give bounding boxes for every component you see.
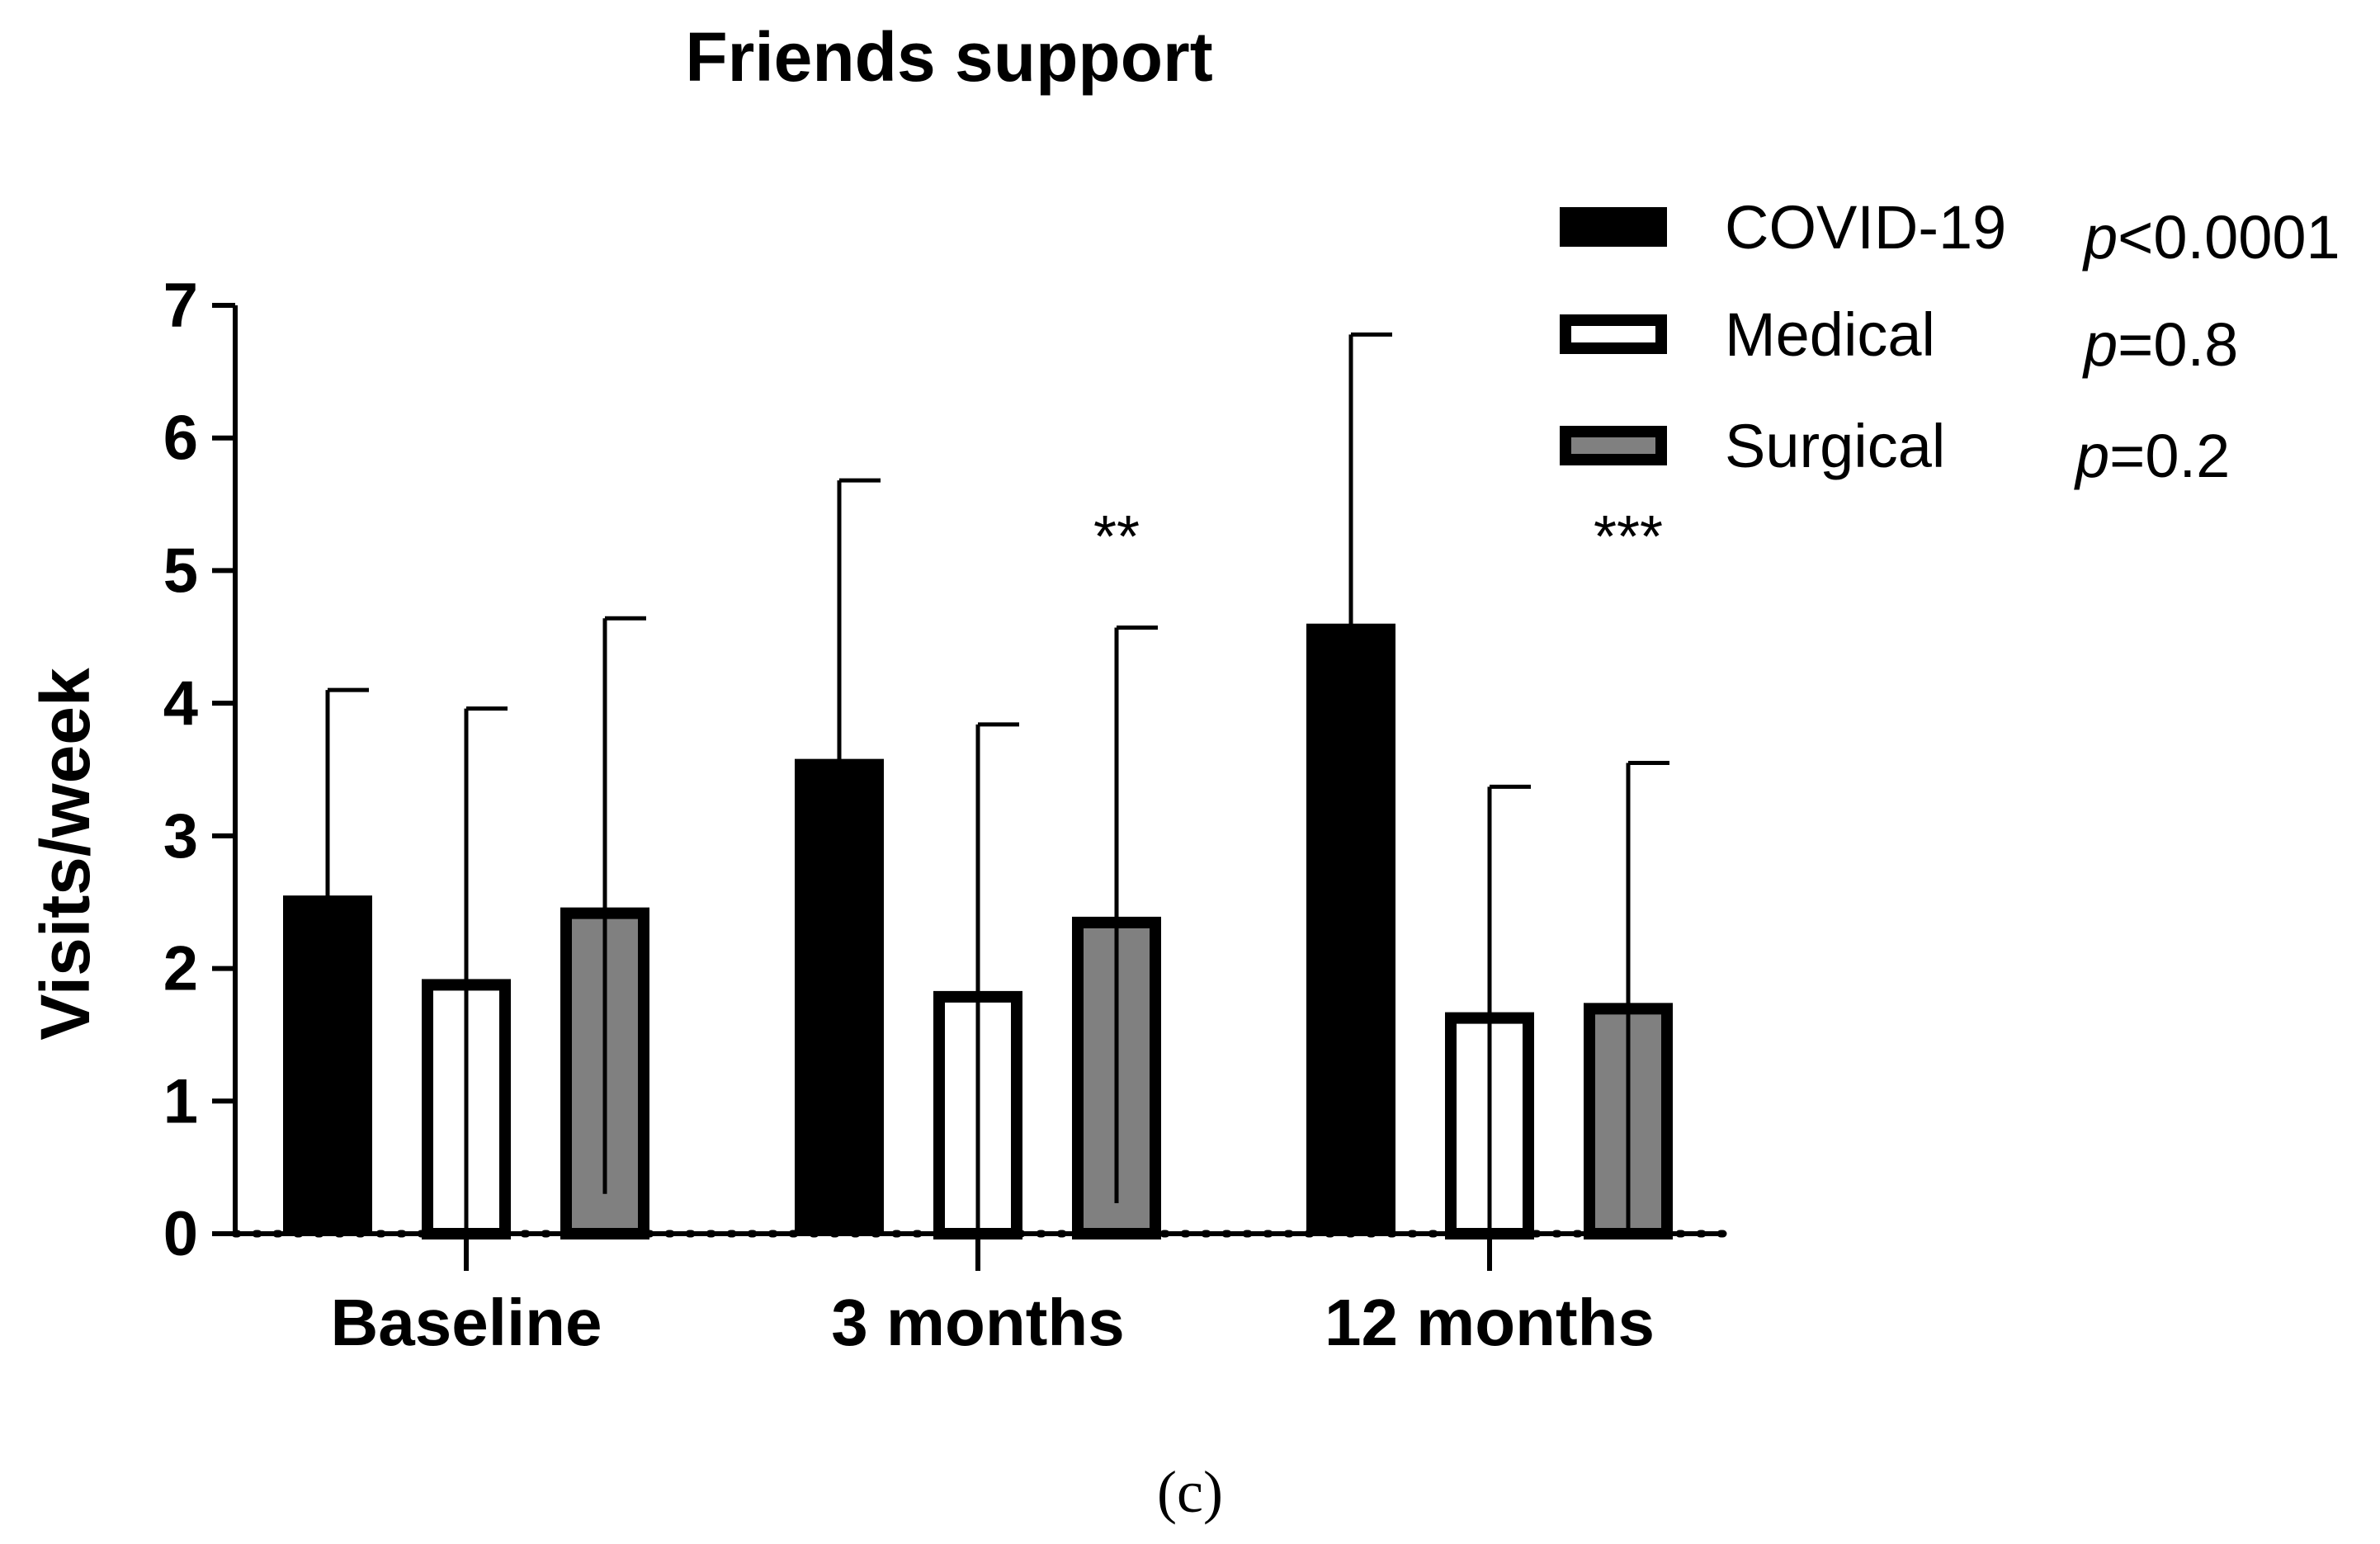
pvalue-text: =0.8 [2118, 310, 2238, 379]
y-tick-label: 7 [163, 271, 198, 341]
pvalue-prefix: p [2082, 310, 2118, 379]
x-tick-label: 3 months [831, 1286, 1125, 1359]
x-tick-label: 12 months [1325, 1286, 1655, 1359]
legend-pvalue: p<0.0001 [2082, 203, 2340, 271]
chart-title: Friends support [685, 18, 1212, 96]
y-tick-label: 6 [163, 404, 198, 474]
bar [283, 895, 372, 1234]
x-tick-label: Baseline [330, 1286, 602, 1359]
bar [795, 758, 884, 1234]
pvalue-text: <0.0001 [2118, 203, 2340, 271]
pvalue-prefix: p [2074, 422, 2109, 490]
significance-marker: *** [1594, 504, 1663, 570]
y-tick-label: 3 [163, 801, 198, 871]
legend-label: Medical [1725, 300, 1935, 369]
y-tick-label: 1 [163, 1066, 198, 1136]
pvalue-text: =0.2 [2109, 422, 2230, 490]
y-tick-label: 0 [163, 1199, 198, 1269]
y-tick-label: 5 [163, 536, 198, 606]
legend-pvalue: p=0.8 [2082, 310, 2238, 379]
legend-swatch-covid-19 [1560, 207, 1667, 247]
bar [1306, 623, 1395, 1234]
y-axis-label: Visits/week [26, 668, 104, 1041]
legend-swatch-surgical [1560, 426, 1667, 465]
legend-pvalue: p=0.2 [2074, 422, 2230, 490]
panel-label: (c) [1157, 1459, 1223, 1525]
y-tick-label: 4 [163, 668, 198, 739]
significance-marker: ** [1093, 504, 1140, 570]
y-tick-label: 2 [163, 934, 198, 1004]
legend-swatch-medical [1560, 314, 1667, 354]
legend-label: COVID-19 [1725, 193, 2006, 262]
legend-label: Surgical [1725, 412, 1945, 480]
pvalue-prefix: p [2082, 203, 2118, 271]
